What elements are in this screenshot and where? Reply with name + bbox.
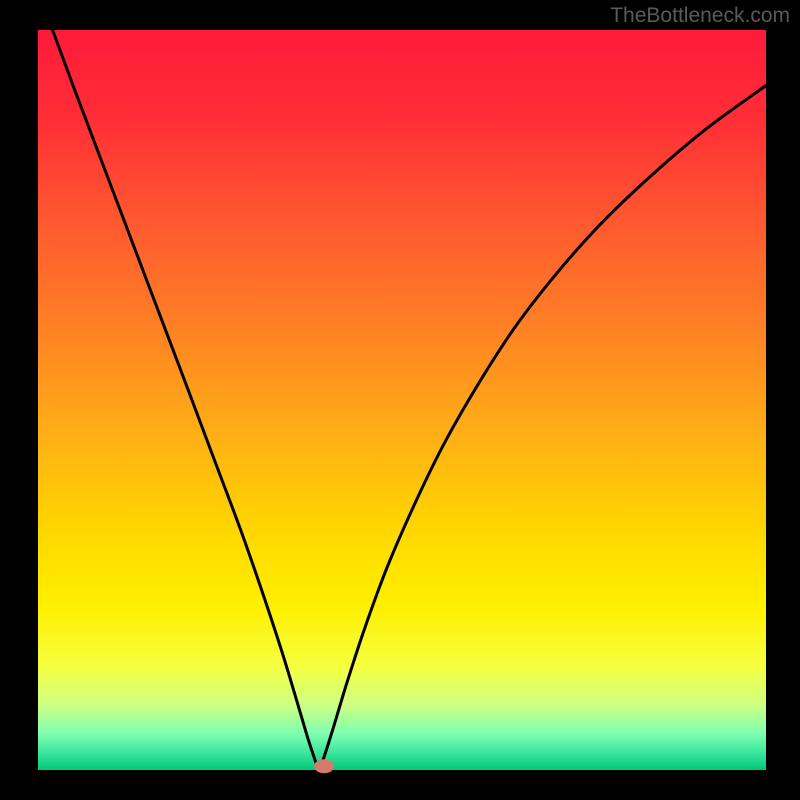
watermark-text: TheBottleneck.com	[610, 4, 790, 28]
chart-container: TheBottleneck.com	[0, 0, 800, 800]
minimum-marker	[314, 759, 334, 773]
bottleneck-curve	[53, 30, 766, 770]
chart-overlay	[0, 0, 800, 800]
